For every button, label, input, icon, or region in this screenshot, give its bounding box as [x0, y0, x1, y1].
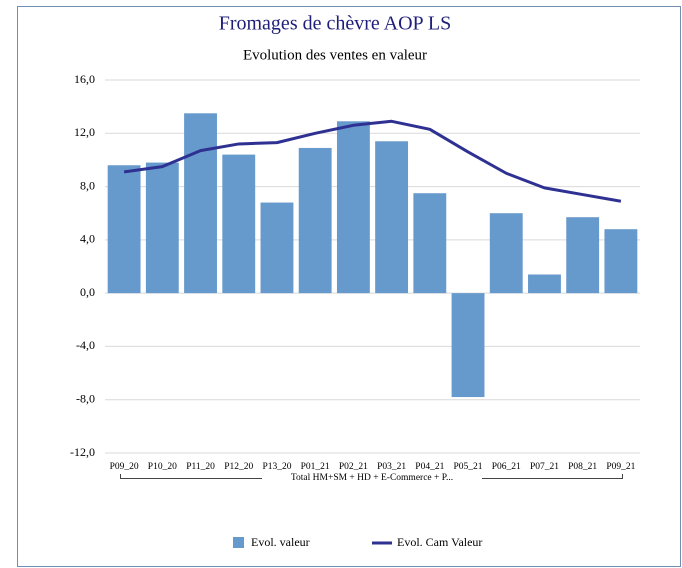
bar: [222, 154, 256, 294]
bar: [375, 141, 409, 294]
bar: [528, 274, 561, 294]
x-tick-label: P05_21: [454, 462, 483, 472]
bar: [107, 165, 141, 294]
bar: [145, 162, 179, 294]
y-tick-label: 4,0: [80, 232, 95, 246]
bar: [184, 113, 217, 294]
y-tick-label: 12,0: [74, 125, 95, 139]
line: [123, 119, 622, 203]
chart-title: Fromages de chèvre AOP LS: [219, 13, 452, 35]
bar: [489, 213, 523, 294]
bar: [260, 202, 294, 294]
legend-label: Evol. Cam Valeur: [397, 535, 482, 549]
x-tick-label: P06_21: [492, 462, 521, 472]
y-tick-label: -8,0: [76, 391, 95, 405]
x-tick-label: P11_20: [186, 462, 215, 472]
y-tick-label: 0,0: [80, 285, 95, 299]
bar: [336, 121, 370, 294]
x-tick-label: P09_20: [110, 462, 139, 472]
bar: [451, 293, 485, 398]
bar: [604, 229, 638, 294]
legend-swatch: [233, 537, 244, 548]
y-tick-label: 16,0: [74, 72, 95, 86]
x-tick-label: P13_20: [262, 462, 291, 472]
x-tick-label: P10_20: [148, 462, 177, 472]
x-tick-label: P07_21: [530, 462, 559, 472]
bar: [566, 217, 600, 294]
x-tick-label: P08_21: [568, 462, 597, 472]
x-tick-label: P01_21: [301, 462, 330, 472]
y-tick-label: -4,0: [76, 338, 95, 352]
group-label-bg: [262, 472, 482, 484]
x-tick-label: P03_21: [377, 462, 406, 472]
y-tick-label: 8,0: [80, 178, 95, 192]
group-label: Total HM+SM + HD + E-Commerce + P...: [291, 473, 453, 483]
y-tick-label: -12,0: [70, 445, 95, 459]
x-tick-label: P04_21: [415, 462, 444, 472]
x-tick-label: P02_21: [339, 462, 368, 472]
x-tick-label: P09_21: [606, 462, 635, 472]
bar: [413, 193, 447, 294]
chart-subtitle: Evolution des ventes en valeur: [243, 47, 427, 63]
x-tick-label: P12_20: [224, 462, 253, 472]
legend-label: Evol. valeur: [251, 535, 310, 549]
bar: [298, 147, 332, 294]
